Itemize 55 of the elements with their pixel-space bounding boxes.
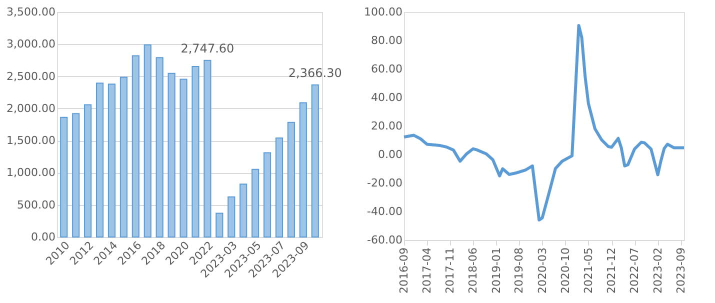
bar — [240, 184, 248, 238]
bar — [299, 102, 307, 238]
bar — [216, 212, 224, 238]
x-tick-label: 2023-02 — [651, 248, 664, 294]
bar — [120, 76, 128, 238]
y-tick-label: 40.00 — [371, 91, 402, 104]
x-tick-label: 2019-01 — [490, 248, 503, 294]
x-tick-label: 2023-09 — [674, 248, 688, 294]
y-tick-label: 0.00 — [31, 230, 56, 244]
bar — [84, 104, 92, 238]
bar — [228, 196, 236, 238]
bar — [180, 78, 188, 238]
bar — [156, 57, 164, 238]
bar — [96, 82, 104, 238]
y-tick-label: 3,500.00 — [6, 6, 56, 18]
y-tick-label: 1,500.00 — [6, 134, 56, 148]
y-tick-label: -40.00 — [367, 205, 402, 218]
x-tick-label: 2021-05 — [582, 248, 595, 294]
x-tick-label: 2017-11 — [444, 248, 457, 294]
y-tick-label: 2,000.00 — [6, 102, 56, 115]
bar — [204, 60, 212, 238]
x-tick-label: 2022-07 — [628, 248, 642, 294]
x-tick-label: 2021-12 — [605, 248, 618, 294]
y-tick-label: 2,500.00 — [6, 70, 56, 83]
bar — [263, 152, 272, 238]
y-tick-label: 100.00 — [364, 6, 402, 18]
x-tick-label: 2018-06 — [466, 248, 480, 294]
bar — [287, 122, 295, 238]
bar — [192, 66, 200, 238]
x-tick-label: 2020-10 — [558, 248, 572, 294]
bar — [252, 168, 260, 238]
data-label: 2,747.60 — [180, 41, 234, 56]
bar — [275, 138, 284, 238]
x-tick-label: 2019-08 — [512, 248, 526, 294]
bar — [132, 55, 140, 238]
bar — [311, 84, 319, 238]
bar — [168, 72, 176, 238]
bar — [72, 113, 80, 238]
bar — [144, 44, 152, 238]
bar — [108, 84, 116, 238]
data-label: 2,366.30 — [288, 66, 342, 80]
x-tick-label: 2017-04 — [420, 248, 434, 294]
y-tick-label: -60.00 — [367, 234, 402, 246]
line-series — [402, 24, 686, 222]
y-tick-label: 80.00 — [371, 34, 402, 47]
y-tick-label: 1,000.00 — [6, 166, 56, 180]
y-tick-label: 500.00 — [17, 198, 56, 212]
y-tick-label: 60.00 — [371, 62, 402, 76]
x-tick-label: 2016-09 — [398, 248, 410, 294]
y-tick-label: 0.00 — [378, 148, 402, 161]
bar — [60, 116, 68, 238]
x-tick-label: 2020-03 — [536, 248, 549, 294]
y-tick-label: -20.00 — [367, 176, 402, 190]
y-tick-label: 3,000.00 — [6, 38, 56, 51]
y-tick-label: 20.00 — [371, 120, 402, 132]
